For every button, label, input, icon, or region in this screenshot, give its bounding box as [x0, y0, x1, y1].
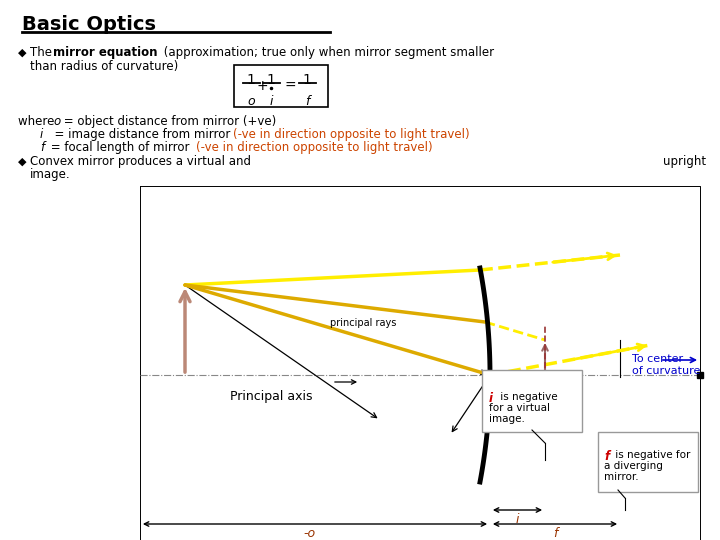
Text: =: = — [284, 79, 296, 93]
Text: To center: To center — [632, 354, 683, 364]
Text: ◆: ◆ — [18, 48, 27, 58]
Text: = object distance from mirror (+ve): = object distance from mirror (+ve) — [60, 115, 276, 128]
Text: 1: 1 — [302, 73, 312, 87]
Text: = image distance from mirror: = image distance from mirror — [47, 128, 234, 141]
FancyBboxPatch shape — [482, 370, 582, 432]
Text: The: The — [30, 46, 55, 59]
FancyBboxPatch shape — [234, 65, 328, 107]
Text: -o: -o — [304, 527, 316, 540]
Text: principal rays: principal rays — [330, 318, 397, 328]
Text: (approximation; true only when mirror segment smaller: (approximation; true only when mirror se… — [160, 46, 494, 59]
FancyBboxPatch shape — [598, 432, 698, 492]
Text: is negative for: is negative for — [612, 450, 690, 460]
Text: mirror.: mirror. — [604, 472, 639, 482]
Text: (-ve in direction opposite to light travel): (-ve in direction opposite to light trav… — [196, 141, 433, 154]
Text: where: where — [18, 115, 58, 128]
Text: i: i — [516, 513, 518, 526]
Text: of curvature: of curvature — [632, 366, 701, 376]
Text: Convex mirror produces a virtual and: Convex mirror produces a virtual and — [30, 155, 251, 168]
Text: = focal length of mirror: = focal length of mirror — [47, 141, 193, 154]
Text: 1: 1 — [246, 73, 256, 87]
Text: f: f — [553, 527, 557, 540]
Text: f: f — [604, 450, 609, 463]
Text: upright: upright — [663, 155, 706, 168]
Text: for a virtual: for a virtual — [489, 403, 550, 413]
Text: (-ve in direction opposite to light travel): (-ve in direction opposite to light trav… — [233, 128, 469, 141]
Text: is negative: is negative — [497, 392, 557, 402]
Text: f: f — [305, 95, 309, 108]
Text: than radius of curvature): than radius of curvature) — [30, 60, 179, 73]
Text: i: i — [269, 95, 273, 108]
Text: 1: 1 — [266, 73, 276, 87]
Text: image.: image. — [30, 168, 71, 181]
Text: i: i — [489, 392, 493, 405]
Text: a diverging: a diverging — [604, 461, 663, 471]
Text: mirror equation: mirror equation — [53, 46, 158, 59]
Text: o: o — [53, 115, 60, 128]
Text: +: + — [256, 79, 268, 93]
Text: ◆: ◆ — [18, 157, 27, 167]
Text: i: i — [40, 128, 43, 141]
Text: o: o — [247, 95, 255, 108]
Text: Principal axis: Principal axis — [230, 390, 312, 403]
Text: f: f — [40, 141, 44, 154]
Text: image.: image. — [489, 414, 525, 424]
Text: Basic Optics: Basic Optics — [22, 15, 156, 34]
